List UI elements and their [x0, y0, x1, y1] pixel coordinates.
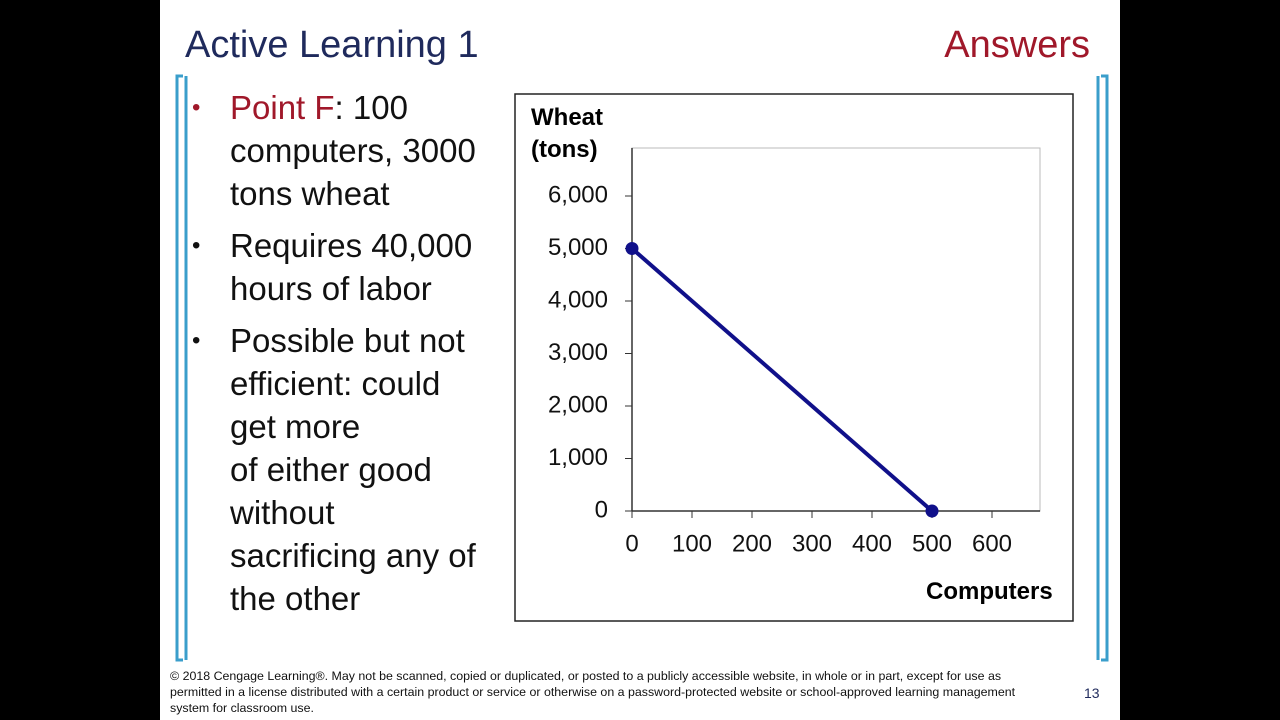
x-tick-label: 400: [852, 530, 892, 557]
x-tick-label: 200: [732, 530, 772, 557]
chart-frame: [514, 93, 1074, 622]
bullet-dot: •: [192, 94, 201, 121]
bullet-text: : 100: [334, 89, 408, 126]
point: [925, 504, 939, 518]
bullet-line: get more: [230, 408, 361, 445]
x-tick-label: 600: [972, 530, 1012, 557]
bracket-left: [175, 74, 188, 662]
y-tick-label: 4,000: [548, 286, 608, 313]
x-tick-label: 300: [792, 530, 832, 557]
bullet-line: without: [230, 494, 335, 531]
bullet-line: computers, 3000: [230, 132, 476, 169]
y-tick-label: 2,000: [548, 391, 608, 418]
bullet-dot: •: [192, 232, 201, 259]
x-tick-label: 100: [672, 530, 712, 557]
x-axis-label: Computers: [926, 578, 1053, 605]
x-tick-label: 0: [625, 530, 638, 557]
x-tick-label: 500: [912, 530, 952, 557]
bullet-line: of either good: [230, 451, 432, 488]
bullet: • Point F: 100 computers, 3000 tons wheat: [192, 86, 512, 215]
slide-title: Active Learning 1: [185, 24, 479, 66]
bullet: • Possible but not efficient: could get mor…: [192, 319, 512, 620]
bullet-line: hours of labor: [230, 270, 432, 307]
bullet-list: • Point F: 100 computers, 3000 tons wheat • R…: [192, 86, 512, 629]
point: [625, 242, 639, 255]
y-tick-label: 5,000: [548, 234, 608, 261]
footer: © 2018 Cengage Learning®. May not be sca…: [170, 669, 1016, 715]
bullet-line: tons wheat: [230, 175, 390, 212]
y-axis-label: Wheat (tons): [531, 104, 603, 163]
bullet-line: sacrificing any of: [230, 537, 476, 574]
bullet-line: Possible but not: [230, 322, 465, 359]
bullet-line: efficient: could: [230, 365, 441, 402]
y-tick-label: 0: [595, 496, 608, 523]
page-number: 13: [1084, 685, 1100, 701]
y-tick-label: 3,000: [548, 339, 608, 366]
y-tick-label: 6,000: [548, 181, 608, 208]
bullet-line: Point F: 100: [230, 86, 512, 129]
bullet-highlight: Point F: [230, 89, 335, 126]
bullet-line: Requires 40,000: [230, 227, 473, 264]
slide-tag: Answers: [944, 24, 1090, 66]
bullet-line: the other: [230, 580, 361, 617]
bullet-dot: •: [192, 327, 201, 354]
bracket-right: [1096, 74, 1109, 662]
series-line: [630, 246, 934, 513]
y-tick-label: 1,000: [548, 444, 608, 471]
bullet: • Requires 40,000 hours of labor: [192, 224, 512, 310]
